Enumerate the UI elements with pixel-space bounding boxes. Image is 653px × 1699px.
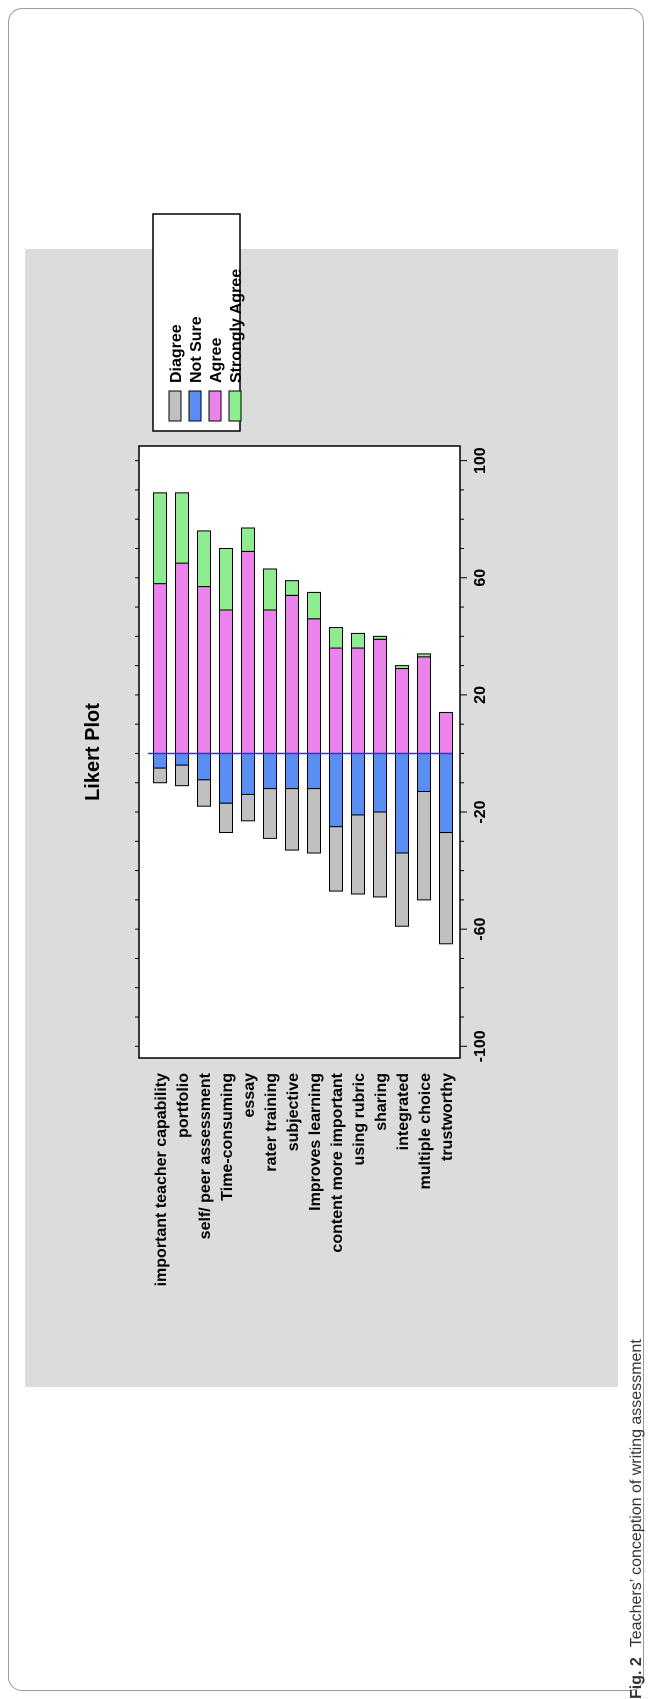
- caption-text: Teachers’ conception of writing assessme…: [628, 1339, 645, 1648]
- category-label: essay: [241, 1073, 258, 1118]
- category-label: trustworthy: [439, 1073, 456, 1161]
- category-label: subjective: [285, 1073, 302, 1151]
- bar: [329, 627, 343, 649]
- bar: [175, 752, 189, 766]
- legend-swatch: [168, 390, 182, 422]
- bar: [307, 618, 321, 754]
- bar: [219, 547, 233, 611]
- category-label: using rubric: [351, 1073, 368, 1166]
- bar: [263, 609, 277, 754]
- bars-group: [153, 492, 453, 945]
- bar: [373, 752, 387, 813]
- category-label: self/ peer assessment: [197, 1072, 214, 1239]
- legend-label: Diagree: [168, 324, 185, 383]
- category-label: sharing: [373, 1073, 390, 1131]
- bar: [351, 647, 365, 754]
- category-label: portfolio: [175, 1073, 192, 1138]
- axis-tick-label: -100: [472, 1030, 489, 1062]
- bar: [417, 752, 431, 793]
- caption-label: Fig. 2: [628, 1657, 645, 1699]
- axis-tick-label: 60: [472, 569, 489, 587]
- axis-tick-label: -20: [472, 800, 489, 823]
- bar: [285, 580, 299, 596]
- bar: [329, 826, 343, 892]
- legend-label: Agree: [208, 338, 225, 383]
- category-label: Time-consuming: [219, 1073, 236, 1201]
- bar: [197, 530, 211, 588]
- bar: [439, 752, 453, 834]
- chart-rotated-area: -100 -60 -20 20 60 100 important teacher capa…: [82, 213, 489, 1286]
- bar: [153, 767, 167, 784]
- bar: [175, 562, 189, 754]
- bar: [241, 752, 255, 795]
- axis-tick-label: 100: [472, 447, 489, 474]
- bar: [417, 653, 431, 658]
- bar: [263, 788, 277, 839]
- bar: [373, 811, 387, 898]
- bar: [153, 583, 167, 754]
- axis-tick-label: -60: [472, 917, 489, 940]
- bar: [241, 527, 255, 552]
- bar: [307, 752, 321, 790]
- legend-swatch: [208, 390, 222, 422]
- figure-frame: [8, 8, 644, 1691]
- legend-label: Strongly Agree: [228, 269, 245, 383]
- category-labels: important teacher capability portfolio sel…: [153, 1072, 456, 1286]
- category-label: content more important: [329, 1072, 346, 1252]
- bar: [329, 647, 343, 754]
- bar: [417, 656, 431, 754]
- legend-swatch: [188, 390, 202, 422]
- bar: [307, 788, 321, 854]
- bar: [329, 752, 343, 828]
- bar: [219, 802, 233, 834]
- legend: Diagree Not Sure Agree Strongly Agree: [152, 213, 245, 432]
- bar: [373, 638, 387, 754]
- bar: [197, 779, 211, 807]
- bar: [241, 793, 255, 822]
- category-label: multiple choice: [417, 1073, 434, 1190]
- bar: [197, 752, 211, 781]
- bar: [153, 492, 167, 585]
- bar: [395, 752, 409, 854]
- bar: [219, 752, 233, 804]
- bar: [351, 752, 365, 816]
- bar: [153, 752, 167, 769]
- bar: [175, 492, 189, 564]
- bar: [263, 568, 277, 611]
- bar: [439, 832, 453, 945]
- category-label: integrated: [395, 1073, 412, 1150]
- bar: [351, 632, 365, 649]
- bar: [175, 764, 189, 787]
- bar: [395, 852, 409, 927]
- bar: [351, 814, 365, 895]
- bar: [285, 594, 299, 754]
- legend-box: [152, 213, 241, 432]
- bar: [439, 711, 453, 754]
- category-label: important teacher capability: [153, 1073, 170, 1286]
- bar: [241, 550, 255, 754]
- bar: [395, 668, 409, 754]
- bar: [395, 665, 409, 670]
- bar: [197, 586, 211, 754]
- chart-title: Likert Plot: [82, 703, 104, 801]
- bar: [285, 788, 299, 851]
- bar: [373, 635, 387, 640]
- bar: [307, 591, 321, 620]
- category-label: Improves learning: [307, 1073, 324, 1211]
- value-axis: -100 -60 -20 20 60 100: [135, 447, 489, 1062]
- bar: [285, 752, 299, 790]
- legend-swatch: [228, 390, 242, 422]
- legend-label: Not Sure: [188, 316, 205, 383]
- category-label: rater training: [263, 1073, 280, 1172]
- bar: [417, 791, 431, 901]
- bar: [219, 609, 233, 754]
- bar: [263, 752, 277, 790]
- axis-tick-label: 20: [472, 686, 489, 704]
